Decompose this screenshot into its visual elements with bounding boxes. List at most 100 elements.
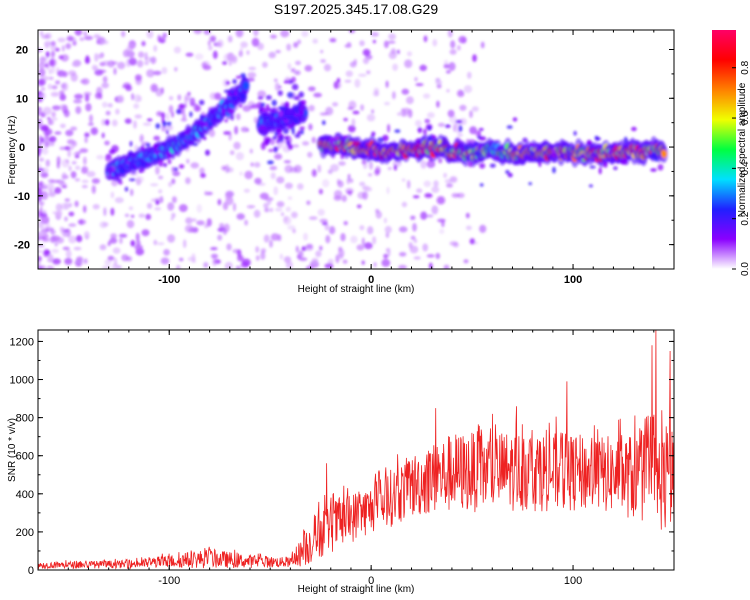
heat-blob [446, 183, 453, 188]
heat-blob [250, 162, 254, 167]
heat-blob [199, 114, 204, 119]
heat-blob [431, 186, 440, 194]
heat-blob [449, 241, 458, 246]
heat-blob [242, 105, 251, 112]
heat-blob [65, 43, 72, 50]
heat-blob [45, 159, 51, 167]
y-tick-label: 600 [16, 451, 34, 463]
heat-blob [292, 228, 296, 234]
heat-blob [153, 45, 158, 52]
heat-blob [216, 39, 224, 48]
heat-blob [441, 141, 446, 146]
heat-blob [47, 116, 51, 120]
heat-blob [208, 129, 216, 138]
heat-blob [196, 220, 205, 226]
heat-blob [298, 250, 304, 258]
heat-blob [40, 124, 49, 132]
heat-blob [247, 72, 257, 79]
heat-blob [38, 124, 42, 130]
heat-blob [111, 61, 118, 65]
heat-blob [135, 248, 145, 256]
heat-blob [284, 135, 290, 140]
heat-blob [384, 101, 390, 106]
heat-blob [38, 62, 45, 70]
heat-blob [72, 40, 77, 46]
heat-blob [223, 53, 233, 62]
heat-blob [286, 140, 291, 146]
snr-ylabel: SNR (10 * v/v) [7, 418, 18, 482]
heat-blob [84, 35, 93, 41]
heat-blob [47, 138, 54, 142]
heat-blob [423, 180, 432, 188]
heat-blob [538, 162, 542, 167]
heat-blob [48, 76, 54, 81]
heat-blob [612, 142, 616, 148]
heat-blob [227, 107, 235, 115]
colorbar-tick-label: 0.6 [740, 111, 750, 125]
heat-blob [251, 37, 260, 47]
heat-blob [152, 70, 162, 76]
heat-blob [38, 78, 46, 86]
heat-blob [406, 96, 414, 105]
heat-blob [343, 117, 348, 122]
heat-blob [265, 139, 270, 145]
heat-blob [332, 102, 339, 107]
heat-blob [62, 246, 70, 250]
heat-blob [346, 178, 351, 185]
heat-blob [145, 213, 152, 220]
heat-blob [102, 40, 109, 45]
heat-blob [558, 154, 565, 160]
heat-blob [161, 150, 166, 158]
heat-blob [146, 202, 153, 209]
heat-blob [277, 90, 283, 96]
heat-blob [212, 50, 218, 59]
heat-blob [436, 100, 440, 108]
heat-blob [463, 145, 469, 151]
heat-blob [302, 141, 310, 146]
heat-blob [341, 195, 347, 202]
heat-blob [281, 117, 288, 122]
heat-blob [496, 145, 501, 150]
heat-blob [51, 248, 59, 254]
heat-blob [435, 80, 443, 85]
heat-blob [338, 161, 346, 166]
heat-blob [155, 123, 161, 129]
heat-blob [129, 188, 134, 197]
heat-blob [38, 197, 42, 202]
heat-blob [101, 82, 109, 89]
heat-blob [322, 179, 330, 188]
heat-blob [235, 75, 242, 79]
heat-blob [135, 232, 140, 242]
y-tick-label: 20 [16, 45, 28, 57]
heat-blob [275, 50, 281, 54]
heat-blob [68, 165, 72, 172]
heat-blob [445, 147, 450, 154]
heat-blob [294, 70, 301, 75]
heat-blob [317, 208, 325, 216]
y-tick-label: 10 [16, 93, 28, 105]
heat-blob [273, 78, 278, 83]
heat-blob [163, 249, 171, 256]
heat-blob [413, 238, 418, 244]
heat-blob [38, 191, 43, 198]
heat-blob [83, 258, 88, 264]
heat-blob [71, 161, 77, 165]
heat-blob [178, 204, 188, 213]
heat-blob [219, 222, 225, 229]
heat-blob [340, 153, 344, 160]
heat-blob [550, 152, 558, 158]
heat-blob [288, 108, 293, 115]
figure-title: S197.2025.345.17.08.G29 [274, 1, 438, 17]
heat-blob [293, 42, 299, 48]
heat-blob [396, 49, 400, 55]
heat-blob [117, 61, 126, 70]
heat-blob [96, 154, 105, 160]
heat-blob [311, 257, 319, 264]
heat-blob [366, 70, 371, 75]
heat-blob [68, 202, 73, 208]
heat-blob [192, 142, 198, 147]
heat-blob [387, 40, 396, 44]
heat-blob [396, 112, 402, 116]
x-tick-label: -100 [158, 575, 180, 587]
